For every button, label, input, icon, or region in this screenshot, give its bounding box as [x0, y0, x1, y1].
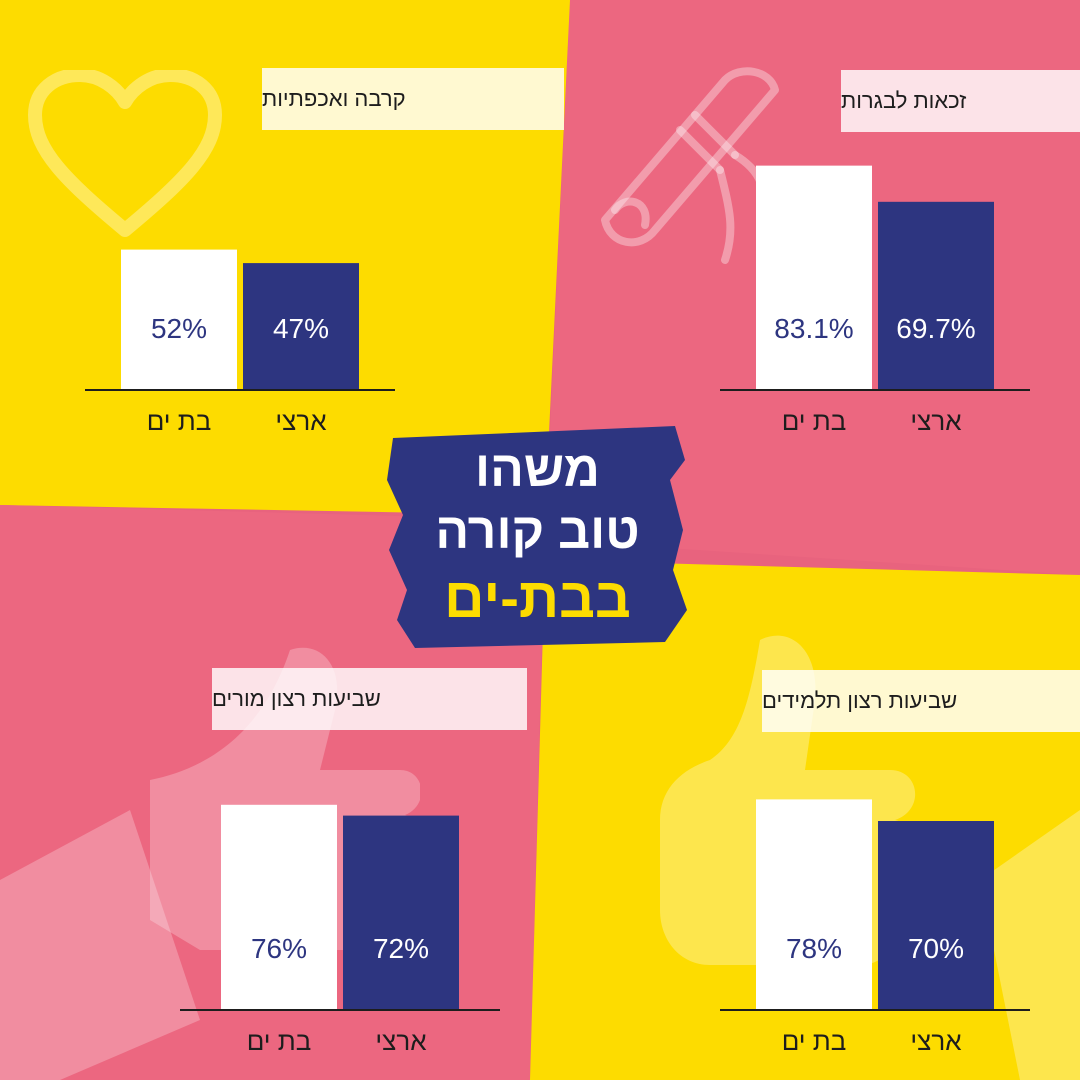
category-label: ארצי: [375, 1026, 426, 1056]
category-label: ארצי: [910, 406, 961, 436]
bar-national: [878, 201, 994, 390]
chart-title-closeness: קרבה ואכפתיות: [262, 68, 564, 130]
category-label: בת ים: [782, 1026, 847, 1056]
chart-title-matriculation: זכאות לבגרות: [841, 70, 1080, 132]
category-label: בת ים: [247, 1026, 312, 1056]
bar-bat-yam: [221, 804, 337, 1010]
chart-matriculation: 83.1% בת ים 69.7% ארצי: [720, 150, 1030, 450]
category-label: בת ים: [147, 406, 212, 436]
bar-bat-yam: [756, 165, 872, 390]
bar-national: [878, 821, 994, 1010]
logo-line-2: טוב קורה: [435, 503, 640, 559]
category-label: ארצי: [910, 1026, 961, 1056]
chart-title-text: זכאות לבגרות: [841, 88, 967, 113]
data-label: 69.7%: [896, 313, 975, 344]
data-label: 83.1%: [774, 313, 853, 344]
data-label: 78%: [786, 933, 842, 964]
category-label: ארצי: [275, 406, 326, 436]
data-label: 70%: [908, 933, 964, 964]
chart-student-satisfaction: 78% בת ים 70% ארצי: [720, 770, 1030, 1070]
logo-line-1: משהו: [475, 441, 600, 497]
chart-title-student-satisfaction: שביעות רצון תלמידים: [762, 670, 1080, 732]
chart-title-teacher-satisfaction: שביעות רצון מורים: [212, 668, 527, 730]
bar-bat-yam: [121, 249, 237, 390]
chart-title-text: שביעות רצון מורים: [212, 686, 381, 711]
data-label: 47%: [273, 313, 329, 344]
bar-national: [243, 263, 359, 390]
logo-line-3: בבת-ים: [444, 566, 631, 629]
campaign-logo: משהו טוב קורה בבת-ים: [385, 420, 690, 650]
chart-teacher-satisfaction: 76% בת ים 72% ארצי: [180, 770, 500, 1070]
category-label: בת ים: [782, 406, 847, 436]
data-label: 72%: [373, 933, 429, 964]
logo-brush-background: [387, 426, 687, 648]
chart-closeness: 52% בת ים 47% ארצי: [85, 200, 395, 450]
data-label: 76%: [251, 933, 307, 964]
bar-bat-yam: [756, 799, 872, 1010]
data-label: 52%: [151, 313, 207, 344]
chart-title-text: קרבה ואכפתיות: [262, 86, 406, 111]
bar-national: [343, 815, 459, 1010]
chart-title-text: שביעות רצון תלמידים: [762, 688, 958, 713]
